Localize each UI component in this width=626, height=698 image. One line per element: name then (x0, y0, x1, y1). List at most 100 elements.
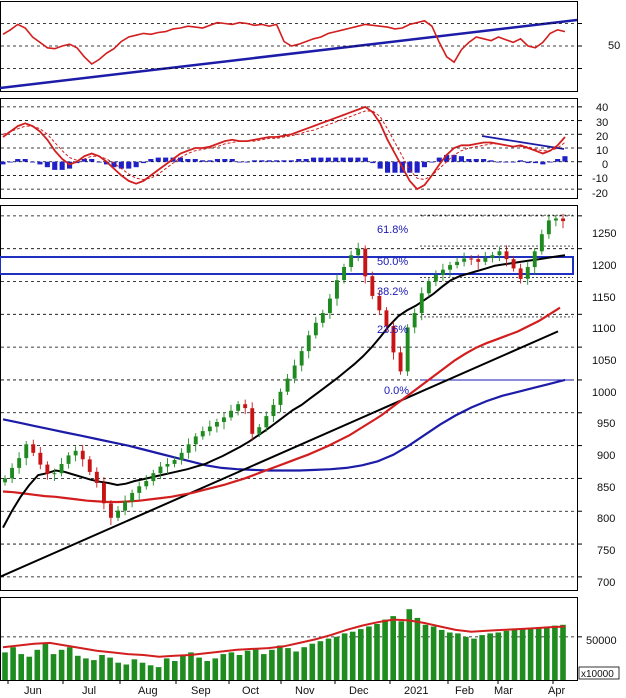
macd-tick: 40 (596, 102, 608, 114)
candle-body (356, 248, 361, 256)
candle-body (299, 351, 304, 366)
price-tick: 750 (597, 545, 615, 557)
fib-label-0.0: 0.0% (384, 385, 409, 397)
candle-body (116, 510, 120, 518)
ma-medium-line (2, 306, 561, 504)
volume-bar (544, 626, 550, 680)
macd-histogram-bar (488, 160, 494, 162)
oscillator-line (2, 19, 566, 66)
volume-bar (487, 633, 493, 680)
candle-body (222, 417, 226, 422)
candle-body (172, 460, 177, 464)
macd-histogram-bar (340, 157, 346, 162)
volume-bar (188, 652, 194, 680)
price-panel (0, 205, 578, 591)
x-label-apr: Apr (548, 685, 565, 697)
volume-bar (50, 654, 57, 680)
macd-histogram-bar (251, 160, 257, 162)
volume-bar (269, 649, 275, 680)
volume-bar (422, 624, 429, 680)
macd-histogram-bar (318, 157, 324, 162)
macd-histogram-bar (222, 159, 228, 162)
macd-tick: 0 (602, 159, 608, 171)
candle-body (52, 473, 57, 475)
candle-body (426, 281, 431, 294)
macd-histogram-bar (59, 161, 65, 170)
volume-bar (244, 650, 251, 680)
candle-body (158, 466, 163, 474)
volume-bar (18, 654, 24, 680)
volume-bar (552, 625, 558, 680)
x-label-dec: Dec (349, 685, 369, 697)
x-label-sep: Sep (191, 685, 211, 697)
macd-histogram-bar (15, 159, 21, 162)
volume-bar (155, 667, 162, 680)
volume-bar (26, 656, 33, 680)
macd-histogram-bar (429, 161, 435, 163)
candle-body (123, 501, 127, 511)
candle-body (525, 267, 530, 279)
x-label-jun: Jun (24, 685, 42, 697)
volume-bar (196, 657, 202, 680)
candle-body (335, 280, 339, 299)
volume-bar (349, 631, 356, 680)
volume-bar (511, 629, 518, 680)
candle-body (546, 220, 551, 235)
macd-histogram-bar (333, 157, 339, 162)
macd-histogram-bar (192, 159, 198, 162)
candle-body (433, 274, 438, 282)
candle-body (462, 258, 467, 262)
volume-bar (463, 636, 469, 680)
candle-body (412, 313, 417, 328)
candle-body (200, 431, 205, 437)
candle-body (370, 276, 375, 296)
candle-body (278, 391, 283, 405)
volume-bar (503, 630, 510, 680)
volume-bar (123, 664, 130, 680)
candle-body (215, 422, 219, 427)
candle-body (419, 293, 424, 313)
macd-histogram-bar (244, 161, 250, 163)
macd-histogram-bar (540, 161, 546, 165)
x-label-oct: Oct (242, 685, 259, 697)
price-tick: 1100 (592, 323, 616, 335)
macd-trendline (481, 135, 565, 150)
macd-histogram-bar (22, 159, 28, 162)
macd-tick: -20 (592, 188, 608, 200)
candle-body (497, 251, 502, 256)
candle-body (292, 365, 297, 379)
candle-body (179, 452, 184, 460)
candle-body (151, 473, 156, 482)
macd-histogram-bar (392, 161, 398, 173)
volume-bar (471, 638, 477, 680)
macd-histogram-bar (288, 160, 294, 162)
volume-bar (447, 632, 453, 680)
candle-body (398, 352, 403, 372)
candle-body (328, 298, 332, 313)
macd-histogram-bar (370, 161, 376, 164)
macd-histogram-bar (30, 161, 36, 163)
macd-histogram-bar (274, 160, 280, 162)
macd-histogram-bar (503, 161, 509, 163)
price-tick: 1150 (592, 292, 616, 304)
candle-body (405, 327, 410, 372)
volume-bar (212, 658, 219, 680)
volume-bar (430, 626, 437, 680)
macd-histogram-bar (163, 157, 169, 162)
x-label-jul: Jul (82, 685, 96, 697)
volume-bar (147, 665, 154, 680)
candle-body (448, 265, 452, 270)
candle-body (73, 450, 78, 456)
price-tick: 1250 (592, 228, 616, 240)
macd-histogram-bar (451, 154, 457, 162)
volume-bar (2, 652, 8, 680)
oscillator-trendline (0, 18, 578, 90)
volume-bar (172, 661, 178, 680)
macd-histogram-bar (421, 161, 427, 168)
x-label-aug: Aug (138, 685, 158, 697)
macd-histogram-bar (200, 160, 206, 162)
volume-unit-label: x10000 (581, 669, 614, 680)
volume-bar (535, 627, 542, 680)
volume-bar (382, 619, 388, 680)
candle-body (186, 444, 191, 453)
